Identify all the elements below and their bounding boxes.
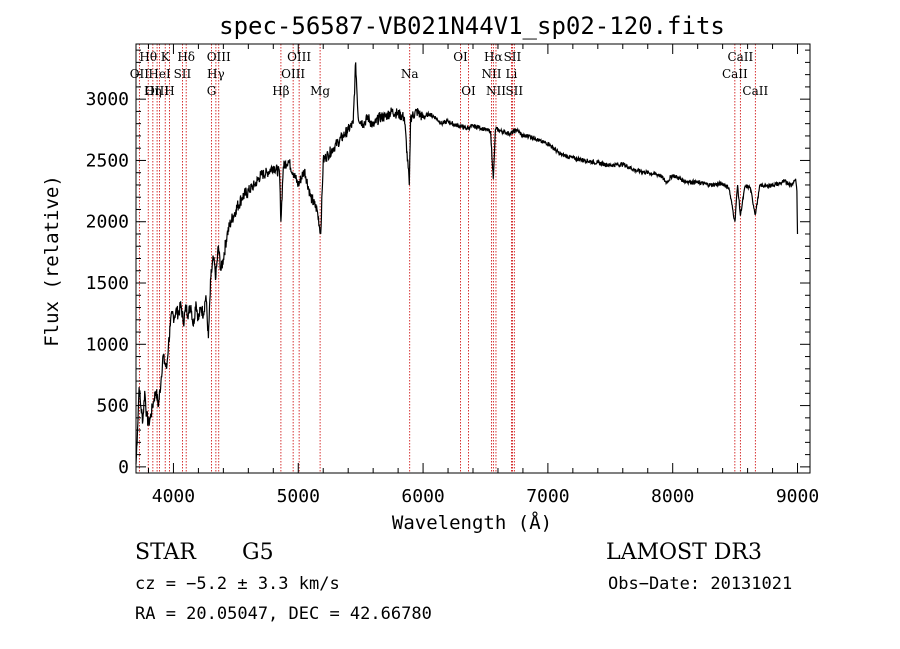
- chart-title: spec-56587-VB021N44V1_sp02-120.fits: [219, 12, 725, 40]
- y-tick-label: 1500: [86, 273, 129, 294]
- line-marker-label: NII: [486, 84, 506, 98]
- x-tick-label: 5000: [277, 486, 320, 507]
- line-marker-label: Hγ: [207, 67, 225, 81]
- object-class: STAR: [135, 540, 196, 565]
- line-marker-label: SII: [504, 50, 522, 64]
- line-marker-label: HeI: [148, 67, 171, 81]
- x-tick-label: 7000: [526, 486, 569, 507]
- line-marker-label: K: [161, 50, 171, 64]
- line-marker-label: Mg: [310, 84, 330, 98]
- redshift-cz: cz = −5.2 ± 3.3 km/s: [135, 574, 340, 594]
- line-marker-label: G: [207, 84, 217, 98]
- line-marker-label: Hδ: [177, 50, 195, 64]
- line-marker-label: Li: [506, 67, 518, 81]
- line-marker-label: OIII: [287, 50, 311, 64]
- line-marker-label: NII: [481, 67, 501, 81]
- survey-name: LAMOST DR3: [606, 540, 762, 565]
- line-marker-label: Na: [401, 67, 419, 81]
- x-tick-label: 4000: [152, 486, 195, 507]
- line-marker-label: OIII: [281, 67, 305, 81]
- y-tick-label: 3000: [86, 89, 129, 110]
- axis-ticks: 4000 5000 6000 7000 8000 9000 0 500 1000 1500 2000…: [86, 44, 819, 507]
- x-tick-label: 8000: [651, 486, 694, 507]
- plot-frame: [135, 43, 811, 474]
- x-axis-label: Wavelength (Å): [392, 511, 552, 534]
- x-tick-label: 6000: [401, 486, 444, 507]
- y-tick-label: 500: [96, 396, 129, 417]
- line-marker-label: OII: [130, 67, 150, 81]
- spectrum-series-line: [135, 62, 799, 465]
- line-marker-label: H: [164, 84, 174, 98]
- coordinates: RA = 20.05047, DEC = 42.66780: [135, 604, 432, 624]
- y-tick-label: 2000: [86, 212, 129, 233]
- line-marker-label: OIII: [145, 84, 169, 98]
- x-tick-label: 9000: [776, 486, 819, 507]
- object-subclass: G5: [242, 540, 274, 565]
- line-marker-label: SII: [505, 84, 523, 98]
- line-marker-label: CaII: [742, 84, 768, 98]
- line-marker-label: CaII: [722, 67, 748, 81]
- y-axis-label: Flux (relative): [41, 175, 63, 347]
- line-marker-label: CaII: [727, 50, 753, 64]
- line-marker-label: Hθ: [139, 50, 157, 64]
- line-marker-label: OI: [461, 84, 476, 98]
- line-marker-label: OI: [453, 50, 468, 64]
- observation-date: Obs−Date: 20131021: [608, 574, 793, 594]
- y-tick-label: 2500: [86, 150, 129, 171]
- line-marker-label: OIII: [207, 50, 231, 64]
- y-tick-label: 1000: [86, 334, 129, 355]
- line-marker-label: Hα: [484, 50, 503, 64]
- line-marker-label: SII: [174, 67, 192, 81]
- line-marker-label: Hη: [144, 84, 162, 98]
- spectral-line-markers: [138, 44, 756, 473]
- y-tick-label: 0: [118, 457, 129, 478]
- line-marker-label: Hβ: [272, 84, 289, 98]
